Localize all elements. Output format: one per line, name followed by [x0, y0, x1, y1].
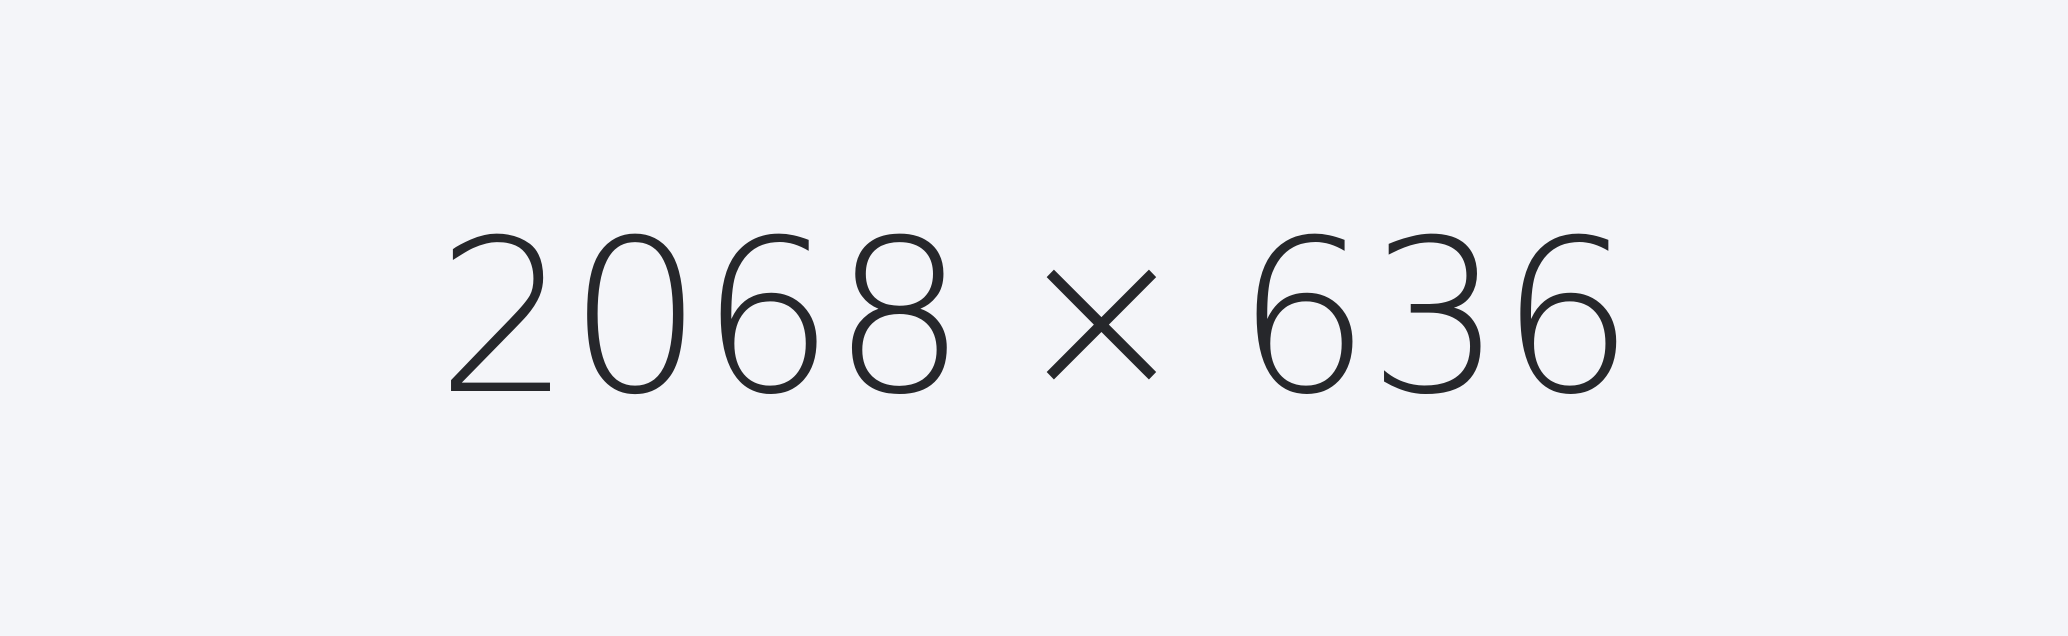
width-value: 2068: [436, 194, 967, 441]
height-value: 636: [1236, 194, 1635, 441]
times-sign: ×: [1012, 194, 1191, 441]
